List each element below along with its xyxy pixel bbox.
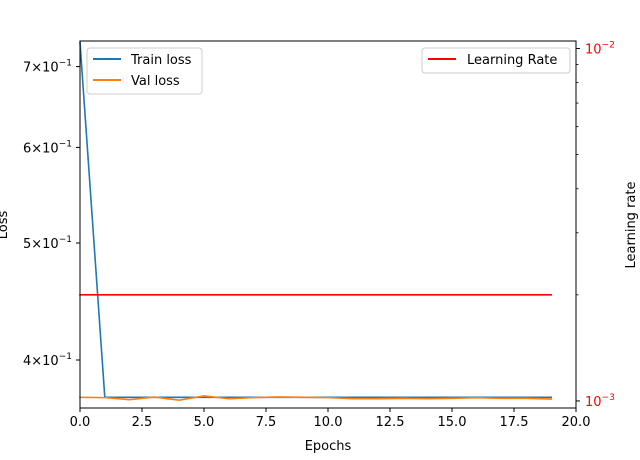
legend-train-loss-label: Train loss (130, 53, 192, 68)
x-axis-title: Epochs (305, 439, 352, 454)
x-tick-label: 20.0 (562, 415, 591, 430)
y-tick-label: 4×10−1 (23, 352, 72, 369)
legend-right: Learning Rate (421, 47, 571, 74)
x-tick-label: 15.0 (438, 415, 467, 430)
legend-learning-rate-label: Learning Rate (467, 53, 557, 68)
x-tick-label: 10.0 (314, 415, 343, 430)
legend-right-frame (421, 47, 571, 74)
y2-tick-label: 10−2 (585, 40, 615, 57)
series-line-val-loss (79, 395, 553, 401)
x-tick-label: 12.5 (376, 415, 405, 430)
y2-axis-title: Learning rate (624, 182, 639, 269)
y-tick-label: 5×10−1 (23, 235, 72, 252)
legend-left: Train loss Val loss (86, 47, 203, 95)
x-tick-label: 2.5 (132, 415, 153, 430)
legend-val-loss-label: Val loss (131, 74, 180, 89)
x-tick-label: 0.0 (70, 415, 91, 430)
x-tick-label: 5.0 (194, 415, 215, 430)
x-tick-label: 7.5 (256, 415, 277, 430)
y-tick-label: 7×10−1 (23, 59, 72, 76)
y-tick-label: 6×10−1 (23, 139, 72, 156)
x-tick-label: 17.5 (500, 415, 529, 430)
y2-tick-label: 10−3 (585, 393, 615, 410)
y-axis-title: Loss (0, 211, 11, 240)
